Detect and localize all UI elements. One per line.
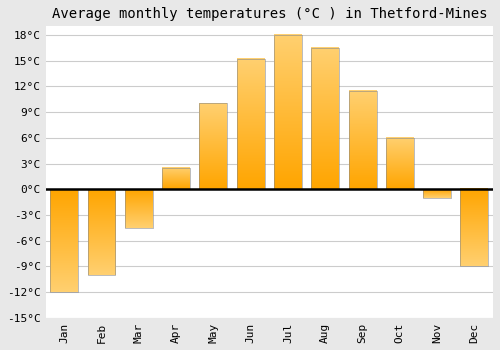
Bar [200,104,228,189]
Bar [125,189,153,228]
Bar [236,59,264,189]
Bar [348,91,376,189]
Bar [274,35,302,189]
Bar [423,189,451,198]
Bar [386,138,414,189]
Bar [460,189,488,266]
Bar [50,189,78,292]
Bar [162,168,190,189]
Bar [88,189,116,275]
Bar [312,48,339,189]
Title: Average monthly temperatures (°C ) in Thetford-Mines: Average monthly temperatures (°C ) in Th… [52,7,487,21]
